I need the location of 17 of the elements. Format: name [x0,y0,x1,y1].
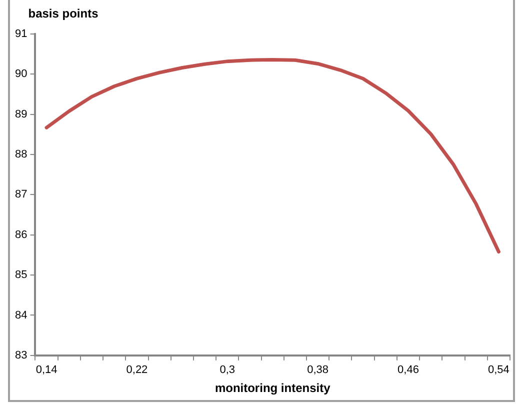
y-axis-title: basis points [28,6,99,20]
y-tick-label: 85 [14,269,28,282]
y-tick-label: 84 [14,309,28,322]
y-tick-label: 83 [14,349,28,362]
x-tick-label: 0,54 [488,364,510,376]
x-tick-label: 0,22 [126,364,148,376]
x-axis-title: monitoring intensity [214,381,331,396]
x-tick-label: 0,38 [307,364,329,376]
y-tick-label: 88 [14,148,28,161]
x-tick-label: 0,46 [398,364,419,376]
x-tick-label: 0,14 [36,364,58,376]
y-tick-label: 86 [14,228,28,241]
y-tick-label: 90 [14,68,28,80]
y-tick-label: 89 [14,108,28,120]
y-tick-label: 91 [14,28,28,40]
y-tick-label: 87 [14,188,28,201]
x-tick-label: 0,3 [220,364,236,376]
